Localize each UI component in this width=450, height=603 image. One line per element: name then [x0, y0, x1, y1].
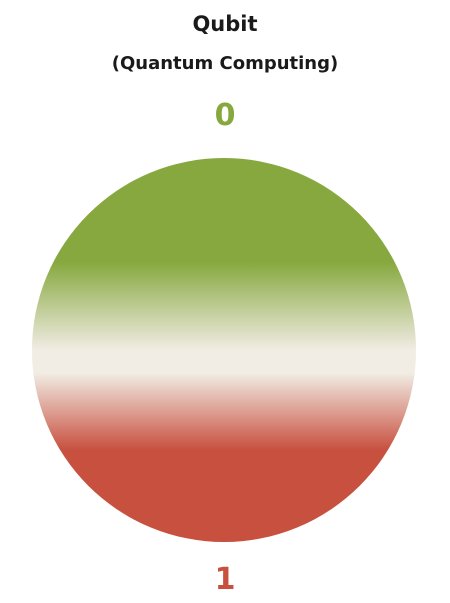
qubit-gradient-graphic: [32, 158, 416, 542]
diagram-title: Qubit: [192, 12, 258, 36]
diagram-subtitle: (Quantum Computing): [111, 53, 339, 74]
qubit-fill: [32, 158, 416, 542]
state-one-label: 1: [214, 562, 236, 597]
qubit-sphere: [32, 158, 416, 542]
state-zero-label: 0: [214, 98, 236, 133]
